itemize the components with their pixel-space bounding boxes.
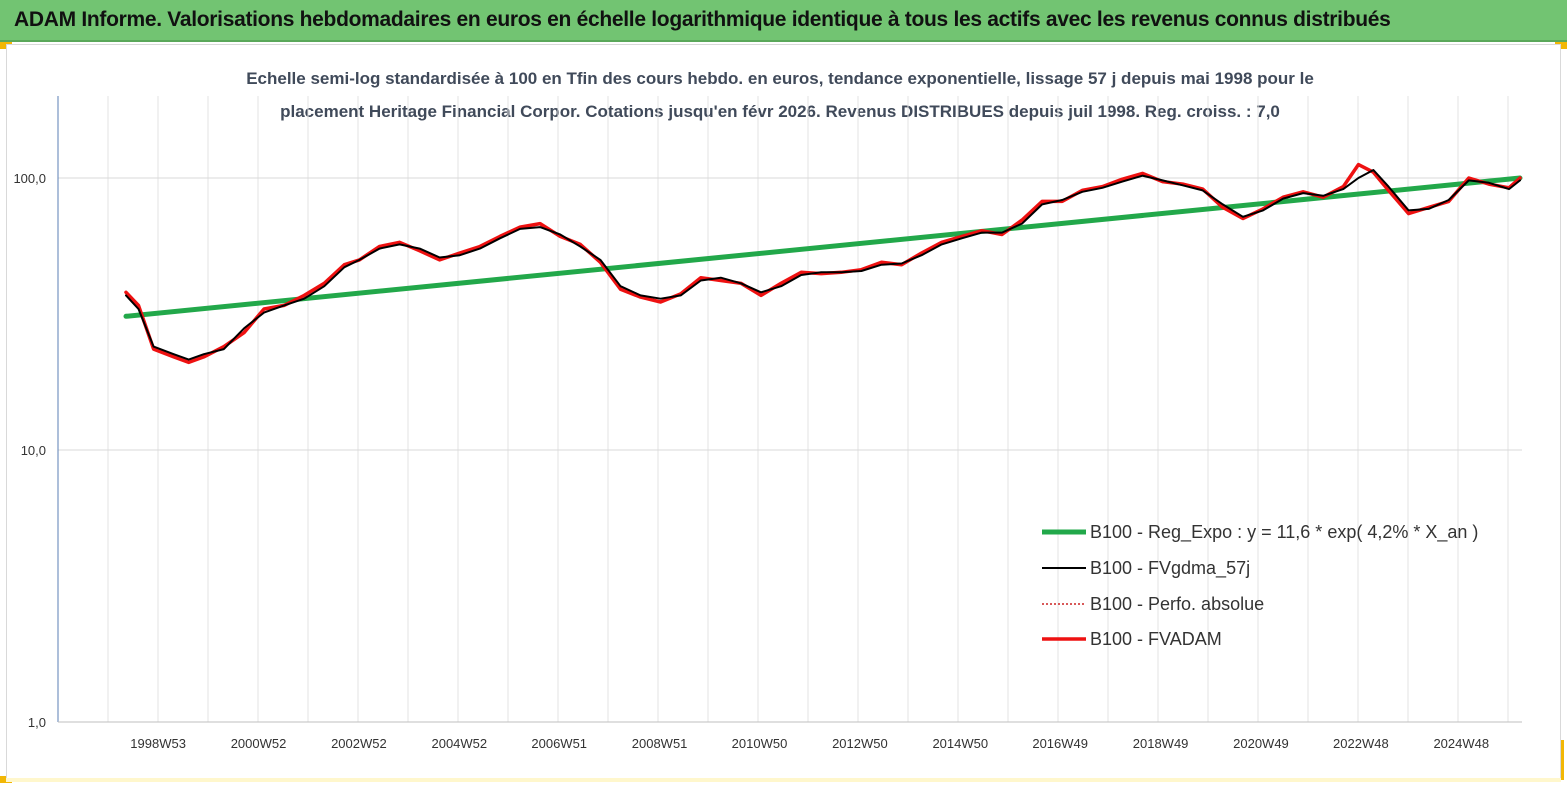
report-title: ADAM Informe. Valorisations hebdomadaire… [14, 8, 1391, 31]
x-tick-label: 2000W52 [231, 736, 287, 751]
x-tick-label: 2018W49 [1133, 736, 1189, 751]
grid [58, 96, 1522, 723]
report-banner: ADAM Informe. Valorisations hebdomadaire… [0, 0, 1567, 42]
legend-label-1: B100 - Reg_Expo : y = 11,6 * exp( 4,2% *… [1090, 522, 1478, 543]
y-tick-label: 1,0 [28, 715, 46, 730]
chart-subtitle-line2: placement Heritage Financial Corpor. Cot… [280, 102, 1280, 121]
x-tick-label: 2024W48 [1433, 736, 1489, 751]
corner-marker-top-right [1555, 42, 1567, 49]
series-line-4 [124, 162, 1522, 365]
x-tick-label: 2006W51 [531, 736, 587, 751]
legend-label-2: B100 - FVgdma_57j [1090, 558, 1250, 579]
x-tick-label: 2014W50 [932, 736, 988, 751]
series-line-1 [123, 175, 1523, 319]
axes: 100,0 10,0 1,0 1998W53 2000W52 2002W52 2004W52… [13, 96, 1522, 751]
x-tick-label: 2020W49 [1233, 736, 1289, 751]
x-tick-label: 2002W52 [331, 736, 387, 751]
legend-label-4: B100 - FVADAM [1090, 629, 1222, 649]
legend: B100 - Reg_Expo : y = 11,6 * exp( 4,2% *… [1042, 522, 1478, 649]
series-line-2 [125, 169, 1521, 361]
x-tick-label: 2004W52 [431, 736, 487, 751]
legend-label-3: B100 - Perfo. absolue [1090, 594, 1264, 614]
bottom-strip [6, 778, 1561, 782]
chart-subtitle-line1: Echelle semi-log standardisée à 100 en T… [246, 69, 1314, 88]
x-tick-label: 1998W53 [130, 736, 186, 751]
x-tick-label: 2008W51 [632, 736, 688, 751]
x-tick-label: 2010W50 [732, 736, 788, 751]
series-lines [123, 162, 1523, 365]
x-tick-label: 2022W48 [1333, 736, 1389, 751]
x-tick-label: 2016W49 [1032, 736, 1088, 751]
chart-frame [6, 44, 1561, 782]
y-tick-label: 100,0 [13, 171, 46, 186]
y-tick-label: 10,0 [21, 443, 46, 458]
x-tick-label: 2012W50 [832, 736, 888, 751]
